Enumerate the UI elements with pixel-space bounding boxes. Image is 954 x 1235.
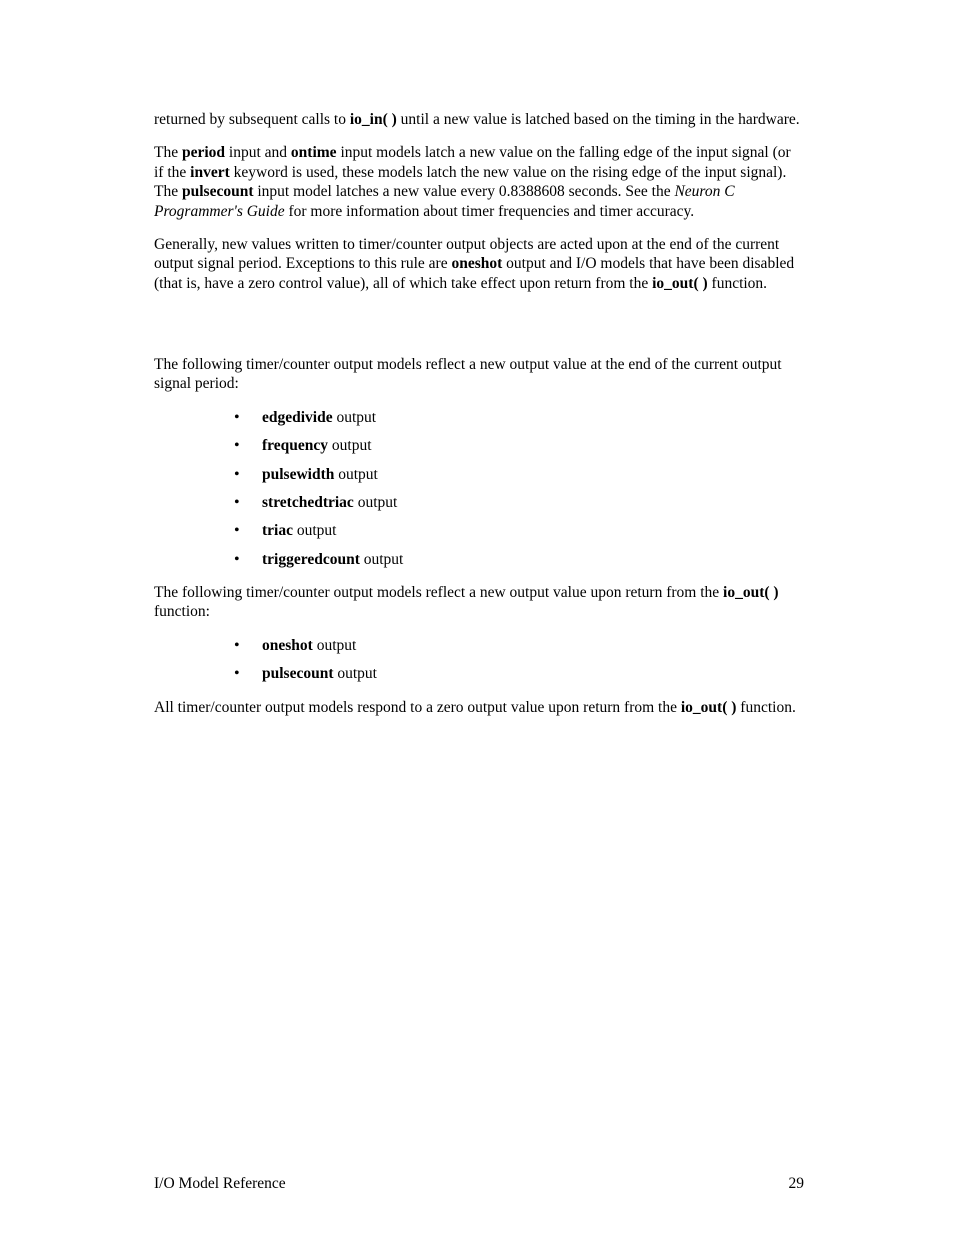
keyword: edgedivide [262,409,333,426]
paragraph-3: Generally, new values written to timer/c… [154,235,804,293]
paragraph-5: The following timer/counter output model… [154,583,804,622]
keyword: triggeredcount [262,551,360,568]
text: The following timer/counter output model… [154,356,782,392]
list-item: oneshot output [234,636,804,655]
text: The [154,144,182,161]
list-item: pulsewidth output [234,465,804,484]
text: function. [736,699,795,716]
list-item: frequency output [234,436,804,455]
code-io-out: io_out( ) [723,584,779,601]
output-models-list-2: oneshot output pulsecount output [154,636,804,684]
text: output [293,522,337,539]
text: output [354,494,398,511]
text: The following timer/counter output model… [154,584,723,601]
output-models-list-1: edgedivide output frequency output pulse… [154,408,804,569]
paragraph-6: All timer/counter output models respond … [154,698,804,717]
paragraph-2: The period input and ontime input models… [154,143,804,221]
keyword: frequency [262,437,328,454]
list-item: pulsecount output [234,664,804,683]
keyword-period: period [182,144,225,161]
page-footer: I/O Model Reference 29 [154,1175,804,1193]
code-io-in: io_in( ) [350,111,397,128]
text: input and [225,144,291,161]
text: output [334,466,378,483]
list-item: edgedivide output [234,408,804,427]
text: output [333,409,377,426]
code-io-out: io_out( ) [681,699,737,716]
keyword-invert: invert [190,164,230,181]
keyword: oneshot [262,637,313,654]
list-item: triac output [234,521,804,540]
page-number: 29 [789,1175,805,1193]
code-io-out: io_out( ) [652,275,708,292]
text: All timer/counter output models respond … [154,699,681,716]
paragraph-4: The following timer/counter output model… [154,355,804,394]
paragraph-1: returned by subsequent calls to io_in( )… [154,110,804,129]
text: function: [154,603,210,620]
page-content: returned by subsequent calls to io_in( )… [154,110,804,731]
section-gap [154,307,804,355]
keyword: pulsecount [262,665,334,682]
text: returned by subsequent calls to [154,111,350,128]
list-item: triggeredcount output [234,550,804,569]
text: input model latches a new value every 0.… [253,183,674,200]
keyword: pulsewidth [262,466,334,483]
text: output [328,437,372,454]
text: output [334,665,378,682]
keyword-ontime: ontime [291,144,337,161]
keyword: stretchedtriac [262,494,354,511]
list-item: stretchedtriac output [234,493,804,512]
keyword-oneshot: oneshot [451,255,502,272]
keyword-pulsecount: pulsecount [182,183,254,200]
text: until a new value is latched based on th… [397,111,800,128]
keyword: triac [262,522,293,539]
footer-title: I/O Model Reference [154,1175,286,1193]
text: output [360,551,404,568]
text: for more information about timer frequen… [285,203,695,220]
text: output [313,637,357,654]
text: function. [708,275,767,292]
